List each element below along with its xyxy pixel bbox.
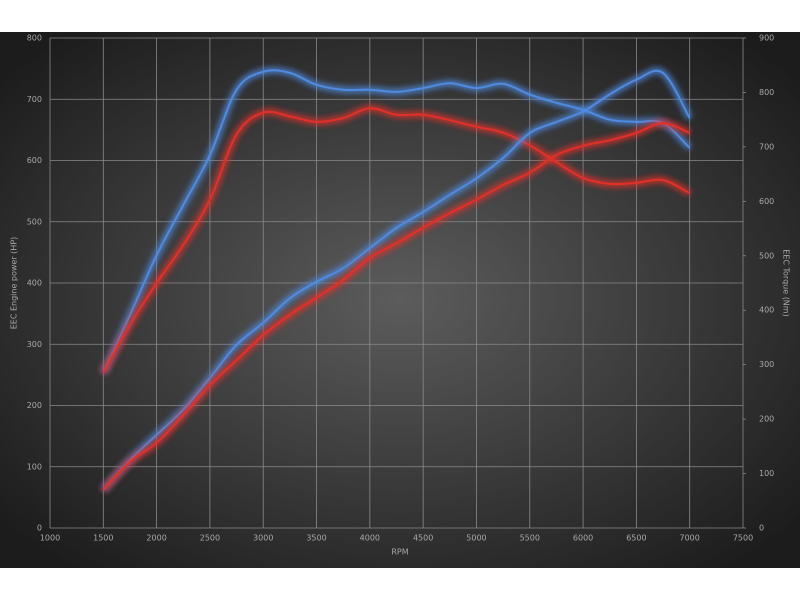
y2-tick-label: 800 bbox=[759, 88, 774, 97]
y2-tick-label: 500 bbox=[759, 251, 774, 260]
x-tick-label: 2500 bbox=[200, 534, 220, 543]
x-tick-label: 1500 bbox=[93, 534, 113, 543]
y2-tick-label: 0 bbox=[759, 524, 764, 533]
y2-tick-label: 200 bbox=[759, 415, 774, 424]
x-tick-label: 4000 bbox=[360, 534, 380, 543]
y-axis-label: EEC Engine power (HP) bbox=[10, 237, 19, 330]
x-tick-label: 2000 bbox=[146, 534, 166, 543]
y2-tick-label: 400 bbox=[759, 306, 774, 315]
y-tick-label: 300 bbox=[27, 340, 42, 349]
series-line bbox=[102, 69, 691, 374]
y2-tick-label: 300 bbox=[759, 360, 774, 369]
y-tick-label: 600 bbox=[27, 156, 42, 165]
series-line bbox=[102, 69, 691, 491]
y-tick-label: 800 bbox=[27, 34, 42, 43]
series-line bbox=[102, 122, 691, 491]
y-tick-label: 0 bbox=[37, 524, 42, 533]
x-tick-label: 6500 bbox=[626, 534, 646, 543]
y-tick-label: 100 bbox=[27, 462, 42, 471]
x-tick-label: 7000 bbox=[680, 534, 700, 543]
series-line bbox=[102, 107, 691, 374]
x-tick-label: 7500 bbox=[733, 534, 753, 543]
y2-axis-label: EEC Torque (Nm) bbox=[782, 249, 791, 316]
x-tick-label: 1000 bbox=[40, 534, 60, 543]
y2-tick-label: 900 bbox=[759, 34, 774, 43]
y-tick-label: 500 bbox=[27, 217, 42, 226]
x-tick-label: 6000 bbox=[573, 534, 593, 543]
x-axis-label: RPM bbox=[391, 548, 408, 557]
x-tick-label: 3000 bbox=[253, 534, 273, 543]
y-tick-label: 200 bbox=[27, 401, 42, 410]
x-tick-label: 5000 bbox=[466, 534, 486, 543]
y2-tick-label: 100 bbox=[759, 469, 774, 478]
x-tick-label: 4500 bbox=[413, 534, 433, 543]
x-tick-label: 3500 bbox=[306, 534, 326, 543]
x-tick-label: 5500 bbox=[520, 534, 540, 543]
y2-tick-label: 600 bbox=[759, 197, 774, 206]
y-tick-label: 700 bbox=[27, 95, 42, 104]
y2-tick-label: 700 bbox=[759, 142, 774, 151]
y-tick-label: 400 bbox=[27, 279, 42, 288]
